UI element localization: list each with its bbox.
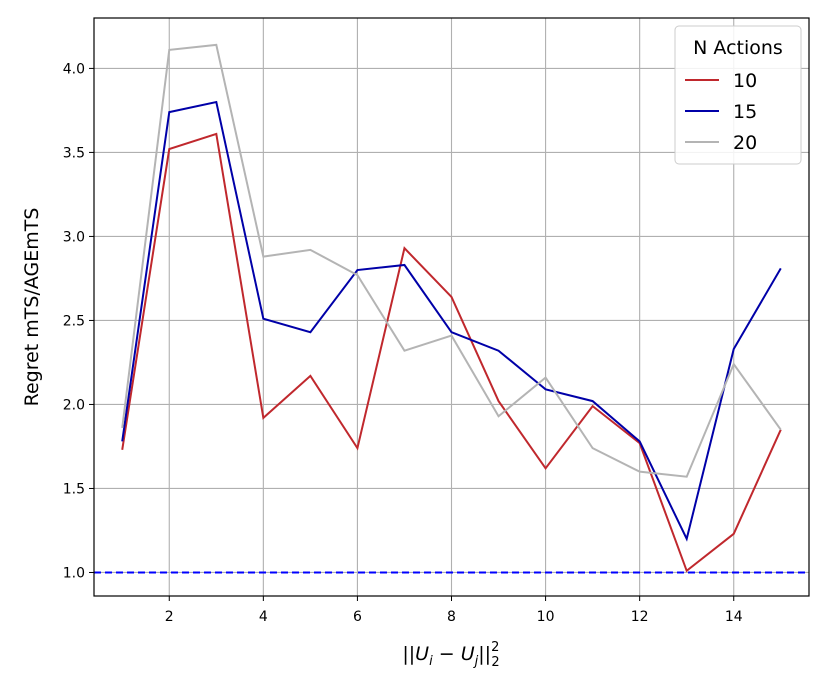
legend-label-20: 20	[733, 132, 757, 154]
x-tick-label: 14	[725, 609, 743, 625]
series-line-15	[121, 100, 782, 542]
x-tick-label: 6	[353, 609, 362, 625]
y-axis-label: Regret mTS/AGEmTS	[21, 208, 43, 407]
x-tick-label: 8	[447, 609, 456, 625]
x-axis-label: ||Ui − Uj||2 2	[402, 640, 499, 670]
y-tick-label: 4.0	[63, 61, 85, 77]
legend-label-15: 15	[733, 101, 757, 123]
y-tick-label: 2.5	[63, 313, 85, 329]
legend-label-10: 10	[733, 70, 757, 92]
legend: N Actions 10 15 20	[674, 25, 802, 165]
series-layer	[121, 43, 782, 573]
y-tick-label: 1.5	[63, 481, 85, 497]
legend-box	[674, 25, 802, 165]
y-tick-label: 2.0	[63, 397, 85, 413]
x-tick-label: 2	[165, 609, 174, 625]
y-tick-label: 3.5	[63, 145, 85, 161]
series-line-10	[121, 132, 782, 573]
series-line-20	[121, 43, 782, 478]
axis-ticks: 2 4 6 8 10 12 14 1.0 1.5 2.0 2.5 3.0 3.5 4.0	[63, 61, 743, 625]
x-tick-label: 4	[259, 609, 268, 625]
y-tick-label: 1.0	[63, 565, 85, 581]
legend-title: N Actions	[693, 37, 783, 59]
x-tick-label: 12	[631, 609, 649, 625]
x-tick-label: 10	[537, 609, 555, 625]
y-tick-label: 3.0	[63, 229, 85, 245]
